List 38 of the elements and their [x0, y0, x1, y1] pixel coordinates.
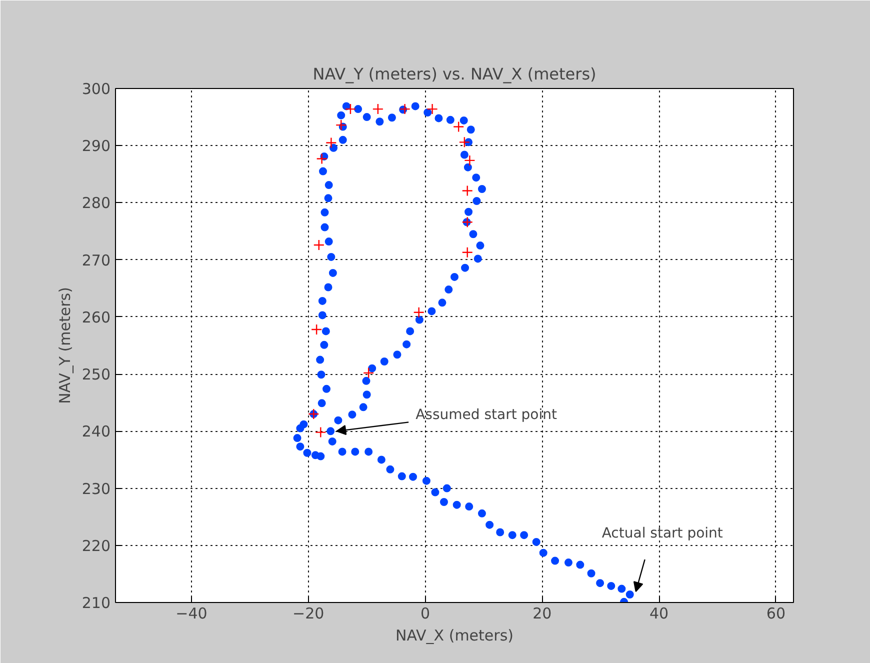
- y-tick-label: 290: [82, 137, 111, 156]
- point: [464, 154, 476, 166]
- x-tick-label: 20: [532, 604, 552, 622]
- annotation: Assumed start point: [416, 407, 558, 424]
- x-tick-label: −40: [176, 604, 208, 622]
- point: [310, 324, 322, 336]
- y-tick-label: 280: [82, 194, 111, 212]
- point: [399, 103, 410, 115]
- x-tick-label: 60: [766, 604, 786, 622]
- point: [413, 306, 424, 318]
- point: [336, 119, 347, 131]
- point: [458, 136, 470, 148]
- point: [315, 426, 326, 438]
- y-tick-label: 270: [82, 251, 111, 270]
- point: [372, 103, 384, 115]
- y-tick-label: 220: [82, 536, 111, 555]
- x-tick-label: 40: [650, 604, 669, 622]
- x-tick-label: −20: [292, 604, 324, 622]
- y-tick-label: 260: [82, 308, 111, 326]
- y-tick-label: 300: [82, 80, 111, 98]
- y-axis-title: NAV_Y (meters): [56, 287, 74, 404]
- point: [362, 367, 374, 379]
- point: [462, 246, 473, 258]
- point: [426, 103, 438, 115]
- point: [452, 121, 464, 132]
- y-tick-label: 210: [82, 594, 111, 612]
- y-tick-label: 230: [82, 480, 111, 498]
- chart-title: NAV_Y (meters) vs. NAV_X (meters): [312, 64, 596, 84]
- y-tick-label: 240: [82, 422, 111, 441]
- point: [313, 239, 324, 251]
- x-axis-title: NAV_X (meters): [396, 626, 514, 644]
- point: [462, 185, 473, 196]
- y-tick-label: 250: [82, 366, 111, 384]
- annotation: Actual start point: [602, 526, 724, 542]
- point: [326, 137, 337, 148]
- point: [316, 153, 328, 164]
- point: [344, 103, 356, 115]
- x-tick-label: 0: [420, 604, 430, 622]
